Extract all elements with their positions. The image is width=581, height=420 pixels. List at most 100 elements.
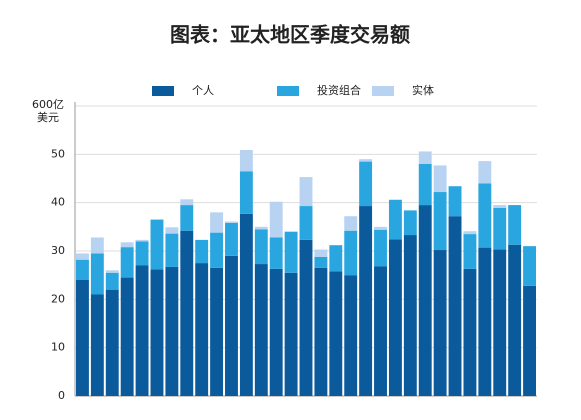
bar-segment (374, 229, 387, 267)
bar-segment (463, 268, 477, 396)
bar-segment (225, 255, 238, 396)
bar-segment (225, 222, 238, 256)
bar-segment (284, 272, 298, 396)
bar-segment (448, 186, 462, 217)
legend-label: 实体 (412, 83, 434, 97)
bar-segment (239, 149, 253, 172)
bar-segment (344, 230, 358, 276)
bar-segment (478, 247, 492, 396)
bar-segment (433, 192, 447, 251)
bar-segment (478, 183, 492, 248)
y-tick-label: 10 (51, 341, 65, 354)
bar-segment (239, 213, 253, 396)
bar-segment (418, 205, 432, 396)
bar-segment (105, 289, 119, 396)
bar-segment (508, 205, 522, 245)
bar-segment (195, 263, 209, 396)
bar-segment (150, 219, 164, 270)
bar-segment (135, 239, 149, 242)
bar-segment (418, 151, 432, 164)
bar-segment (105, 272, 119, 290)
bar-segment (374, 266, 387, 396)
bar-segment (210, 212, 224, 233)
bar-segment (90, 237, 104, 254)
y-tick-label: 0 (58, 389, 65, 402)
bar-segment (463, 234, 477, 269)
bar-segment (150, 269, 164, 396)
bar-segment (299, 177, 313, 207)
bar-segment (254, 264, 268, 396)
y-tick-label: 50 (51, 147, 65, 160)
bar-segment (76, 280, 89, 396)
legend-label: 个人 (192, 84, 214, 97)
bar-segment (90, 253, 104, 295)
bar-segment (433, 165, 447, 193)
bar-segment (76, 259, 89, 280)
bar-segment (120, 242, 134, 248)
bar-segment (120, 247, 134, 278)
bar-segment (180, 199, 194, 206)
bar-segment (254, 226, 268, 230)
bar-segment (523, 246, 536, 286)
bar-segment (433, 250, 447, 396)
bar-segment (210, 232, 224, 268)
legend-swatch (152, 86, 174, 96)
bar-segment (135, 265, 149, 396)
bar-segment (165, 266, 179, 396)
bar-segment (359, 206, 373, 396)
bar-segment (403, 235, 417, 396)
bar-segment (329, 271, 343, 396)
bar-segment (299, 206, 313, 240)
bar-segment (344, 216, 358, 231)
bar-segment (105, 270, 119, 273)
bar-segment (508, 244, 522, 396)
bar-segment (493, 249, 507, 396)
bar-segment (76, 253, 89, 260)
y-unit-label: 600亿美元 (32, 98, 64, 124)
bar-segment (90, 294, 104, 396)
bar-segment (403, 210, 417, 236)
bar-segment (165, 227, 179, 234)
y-tick-label: 40 (51, 196, 65, 209)
bar-segment (523, 285, 536, 396)
bar-segment (135, 241, 149, 266)
legend-swatch (372, 86, 394, 96)
chart-title: 图表：亚太地区季度交易额 (170, 23, 410, 47)
bar-segment (225, 221, 238, 223)
bar-segment (254, 229, 268, 265)
bar-segment (269, 237, 283, 269)
bar-segment (493, 207, 507, 250)
bar-segment (180, 205, 194, 231)
bar-segment (165, 233, 179, 267)
bar-segment (314, 256, 328, 268)
y-tick-label: 20 (51, 292, 65, 305)
bar-segment (388, 239, 402, 396)
bar-segment (374, 226, 387, 230)
bar-segment (448, 216, 462, 396)
bar-segment (329, 245, 343, 272)
bar-segment (359, 159, 373, 162)
bar-segment (269, 201, 283, 238)
bar-segment (120, 277, 134, 396)
bar-segment (299, 239, 313, 396)
bar-segment (418, 164, 432, 206)
bar-segment (284, 231, 298, 273)
y-tick-label: 30 (51, 244, 65, 257)
bar-segment (344, 275, 358, 396)
legend-label: 投资组合 (317, 83, 361, 97)
legend-swatch (277, 86, 299, 96)
bar-segment (478, 161, 492, 184)
bar-segment (269, 268, 283, 396)
bar-segment (493, 205, 507, 208)
bar-segment (463, 231, 477, 235)
bar-segment (180, 230, 194, 396)
bar-segment (359, 161, 373, 207)
bar-segment (314, 249, 328, 257)
bar-segment (314, 267, 328, 396)
bar-segment (210, 267, 224, 396)
bar-segment (195, 239, 209, 264)
bar-segment (239, 171, 253, 214)
bar-segment (388, 199, 402, 240)
